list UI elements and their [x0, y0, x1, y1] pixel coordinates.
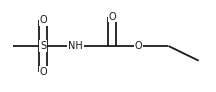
- Text: O: O: [108, 12, 116, 22]
- Text: O: O: [134, 41, 142, 51]
- Text: NH: NH: [68, 41, 83, 51]
- Text: S: S: [40, 41, 46, 51]
- Text: O: O: [39, 67, 47, 77]
- Text: O: O: [39, 15, 47, 25]
